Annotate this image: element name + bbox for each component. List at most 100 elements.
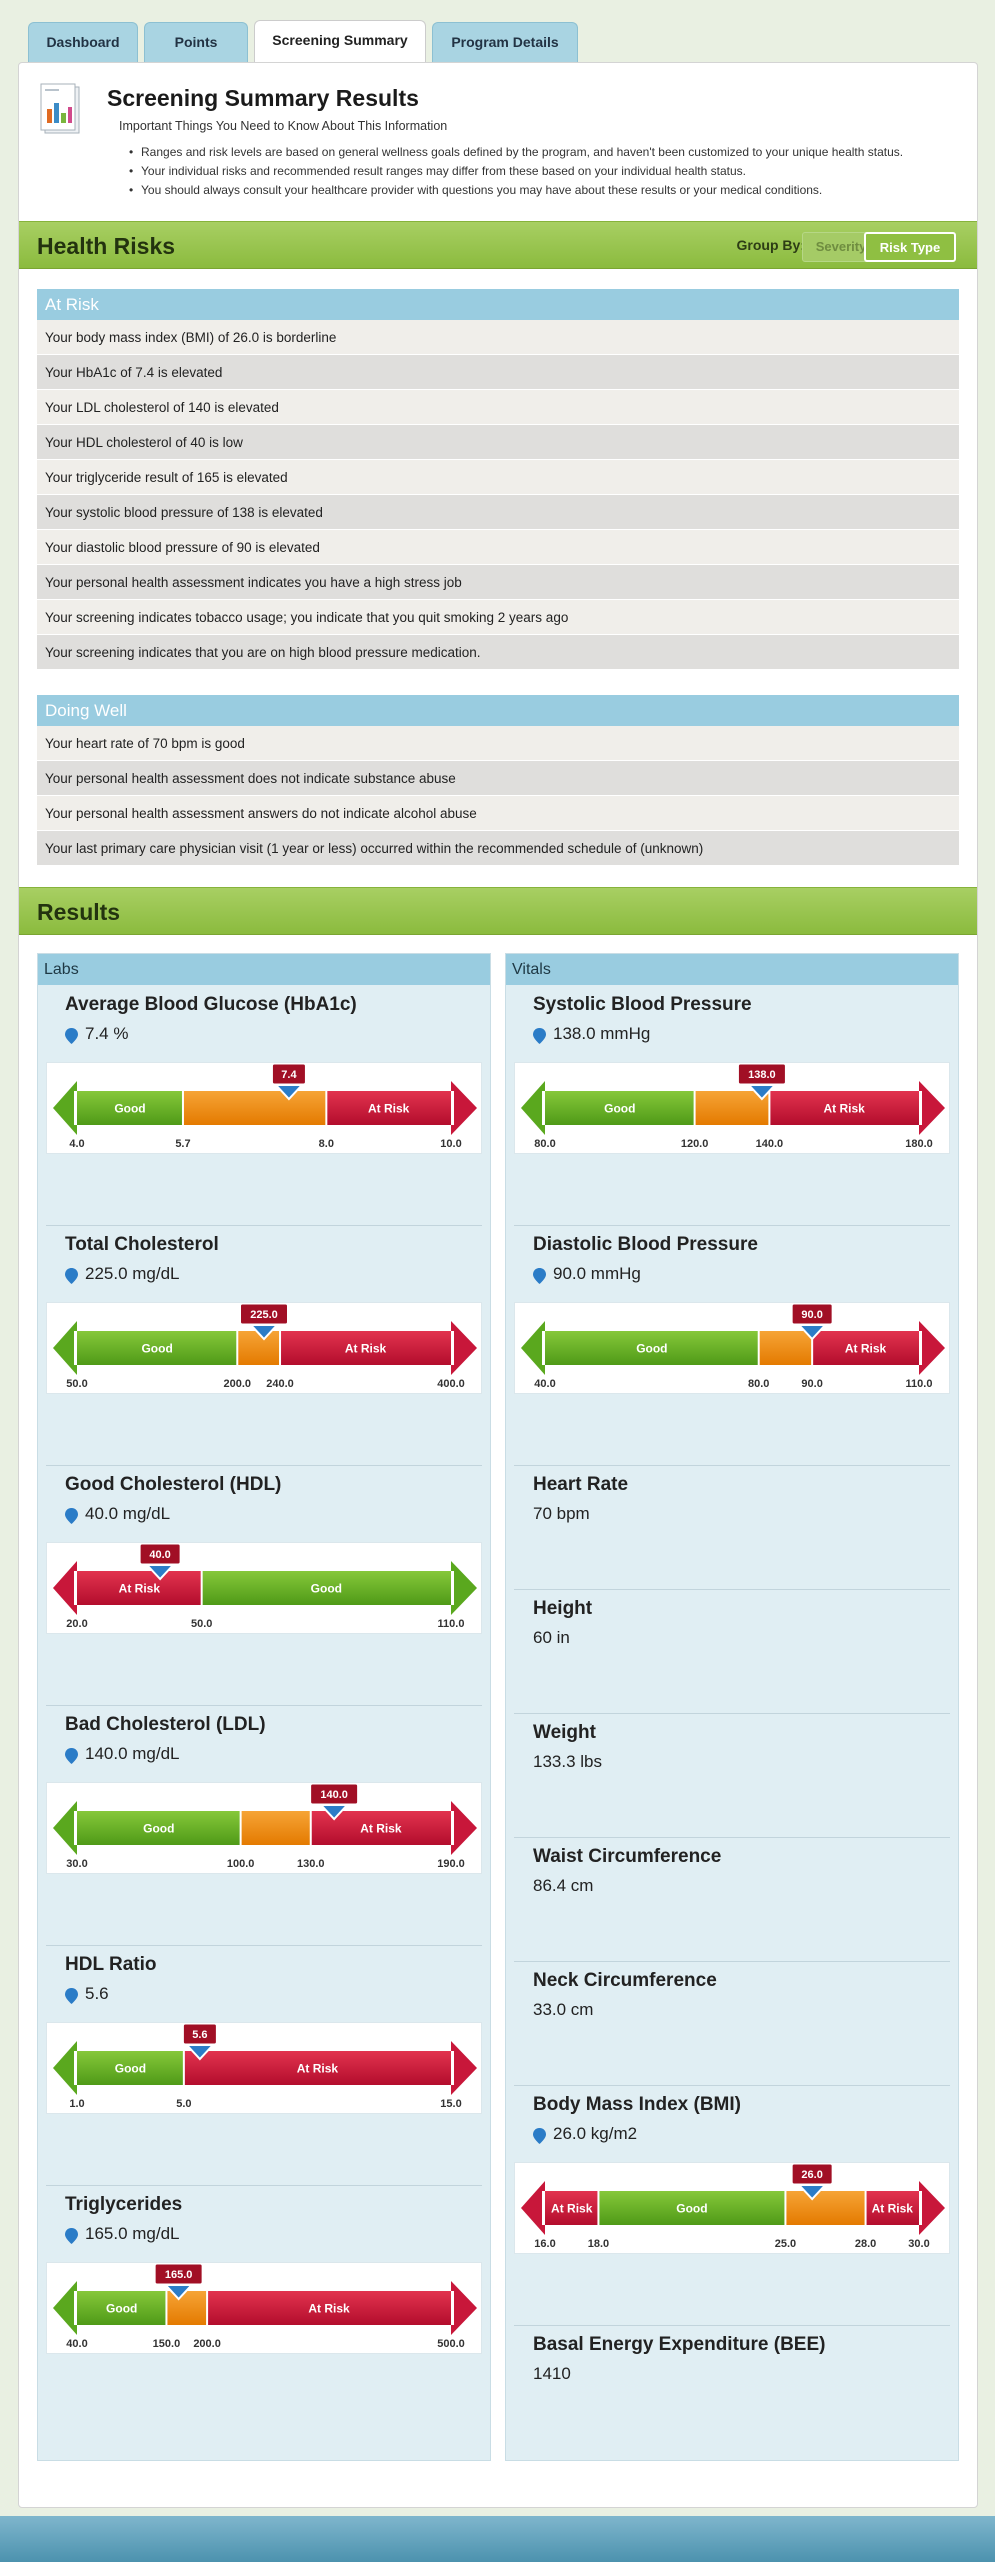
metric-card-height: Height 60 in [506,1590,958,1714]
metric-value: 5.6 [85,1984,109,2003]
range-chart: Good At Risk 50.0 200.0 240.0 400.0 225.0 [53,1303,477,1390]
tick-label: 400.0 [437,1378,465,1390]
metric-value: 40.0 mg/dL [85,1504,171,1523]
metric-card-neck-circumference: Neck Circumference 33.0 cm [506,1962,958,2086]
tab-program-details[interactable]: Program Details [432,22,578,62]
metric-name: Bad Cholesterol (LDL) [65,1714,266,1735]
value-marker: 165.0 [154,2263,203,2301]
list-item: Your personal health assessment answers … [37,796,959,831]
range-right-arrow [451,1561,477,1615]
metric-value: 140.0 mg/dL [85,1744,180,1763]
value-marker: 90.0 [791,1303,833,1341]
tick-label: 200.0 [193,2338,221,2350]
tick-label: 50.0 [191,1618,212,1630]
marker-label: 40.0 [149,1549,170,1561]
range-segment-good [77,2291,167,2325]
metric-value: 1410 [533,2364,571,2383]
labs-panel: Labs Average Blood Glucose (HbA1c) 7.4 % G… [37,953,491,2461]
metric-card-basal-energy-expenditure-bee: Basal Energy Expenditure (BEE) 1410 [506,2326,958,2446]
tick-label: 10.0 [440,1138,461,1150]
range-right-arrow [451,2041,477,2095]
tick-label: 15.0 [440,2098,461,2110]
range-right-arrow [451,2281,477,2335]
value-marker: 40.0 [139,1543,181,1581]
location-pin-icon [65,1988,78,2004]
range-left-arrow [53,1561,77,1615]
metric-value: 70 bpm [533,1504,590,1523]
results-title: Results [37,899,121,925]
segment-label: Good [311,1582,342,1596]
marker-label: 225.0 [250,1309,278,1321]
divider [46,1705,482,1706]
range-segment-borderline [182,1091,327,1125]
divider [514,1961,950,1962]
divider [46,1945,482,1946]
segment-label: At Risk [368,1102,410,1116]
content-frame: Screening Summary Results Important Thin… [18,62,978,2508]
metric-card-diastolic-blood-pressure: Diastolic Blood Pressure 90.0 mmHg Good At … [506,1226,958,1466]
range-segment-good [77,1811,241,1845]
range-segment-good [77,1091,183,1125]
segment-label: Good [676,2202,707,2216]
location-pin-icon [533,2128,546,2144]
segment-label: At Risk [308,2302,350,2316]
range-left-arrow [53,1801,77,1855]
segment-label: At Risk [824,1102,866,1116]
range-segment-at-risk [207,2291,451,2325]
vitals-heading: Vitals [506,954,958,985]
segment-label: Good [636,1342,667,1356]
tick-label: 25.0 [775,2238,796,2250]
range-left-arrow [53,1321,77,1375]
range-segment-at-risk [812,1331,919,1365]
range-chart: Good At Risk 4.0 5.7 8.0 10.0 7.4 [53,1063,477,1150]
tick-label: 40.0 [66,2338,87,2350]
tab-screening-summary[interactable]: Screening Summary [254,20,426,64]
tab-points[interactable]: Points [144,22,248,62]
metric-card-good-cholesterol-hdl: Good Cholesterol (HDL) 40.0 mg/dL At Risk G… [38,1466,490,1706]
range-chart: Good At Risk 30.0 100.0 130.0 190.0 140.0 [53,1783,477,1870]
health-risks-header: Health Risks Group By: Severity Risk Typ… [19,221,977,269]
range-chart-box: Good At Risk 40.0 150.0 200.0 500.0 165.0 [46,2262,482,2354]
location-pin-icon [65,1268,78,1284]
metric-name: Diastolic Blood Pressure [533,1234,758,1255]
range-segment-at-risk [545,2191,599,2225]
summary-subtitle: Important Things You Need to Know About … [119,119,448,133]
tab-dashboard[interactable]: Dashboard [28,22,138,62]
tick-label: 18.0 [588,2238,609,2250]
range-segment-at-risk [183,2051,451,2085]
value-marker: 138.0 [737,1063,786,1101]
range-segment-good [545,1331,759,1365]
tick-label: 16.0 [534,2238,555,2250]
location-pin-icon [65,1028,78,1044]
range-left-arrow [521,1321,545,1375]
marker-label: 7.4 [281,1069,297,1081]
range-segment-borderline [694,1091,770,1125]
range-chart: Good At Risk 40.0 150.0 200.0 500.0 165.0 [53,2263,477,2350]
list-item: Your last primary care physician visit (… [37,831,959,866]
list-item: Your HbA1c of 7.4 is elevated [37,355,959,390]
doing-well-heading: Doing Well [37,695,959,726]
range-segment-at-risk [769,1091,919,1125]
metric-card-bad-cholesterol-ldl: Bad Cholesterol (LDL) 140.0 mg/dL Good At R… [38,1706,490,1946]
segment-label: Good [106,2302,137,2316]
metric-name: HDL Ratio [65,1954,157,1975]
tick-label: 180.0 [905,1138,933,1150]
tick-label: 200.0 [224,1378,252,1390]
range-right-arrow [451,1321,477,1375]
metric-name: Body Mass Index (BMI) [533,2094,741,2115]
divider [514,1589,950,1590]
range-right-arrow [919,1081,945,1135]
tick-label: 110.0 [906,1378,933,1390]
range-chart-box: Good At Risk 50.0 200.0 240.0 400.0 225.0 [46,1302,482,1394]
range-right-arrow [919,2181,945,2235]
list-item: Your triglyceride result of 165 is eleva… [37,460,959,495]
divider [514,1837,950,1838]
tick-label: 80.0 [534,1138,555,1150]
segment-label: At Risk [345,1342,387,1356]
tick-label: 120.0 [681,1138,709,1150]
metric-card-systolic-blood-pressure: Systolic Blood Pressure 138.0 mmHg Good At … [506,986,958,1226]
range-chart-box: Good At Risk 30.0 100.0 130.0 190.0 140.0 [46,1782,482,1874]
risk-type-button[interactable]: Risk Type [864,232,956,262]
range-chart: At Risk Good 20.0 50.0 110.0 40.0 [53,1543,477,1630]
metric-name: Total Cholesterol [65,1234,219,1255]
